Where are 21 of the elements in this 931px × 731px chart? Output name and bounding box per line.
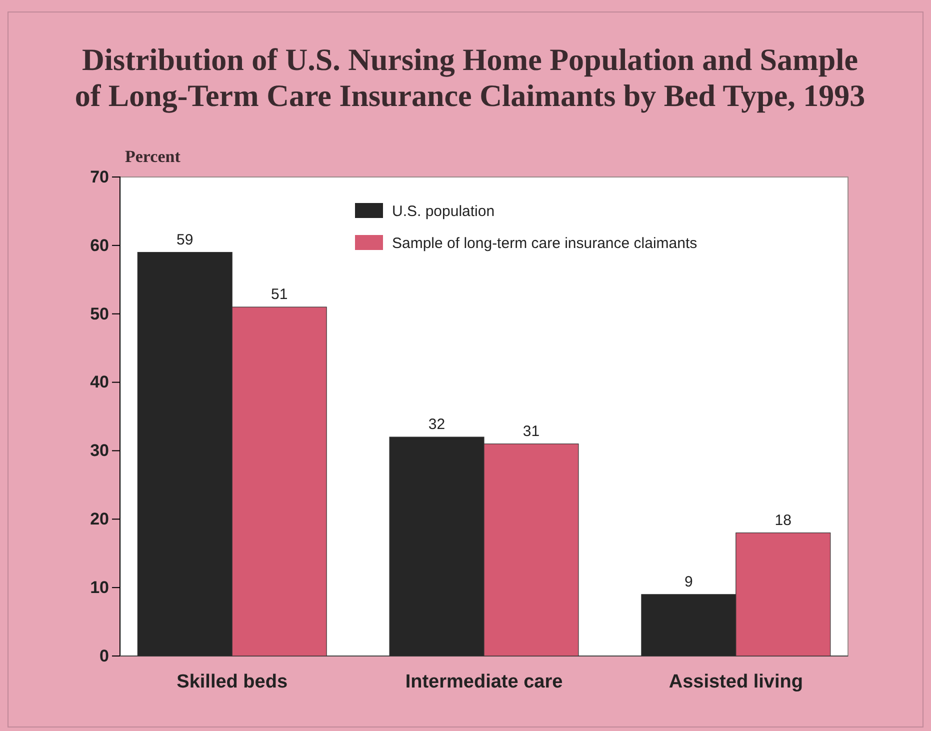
y-tick-label: 60 <box>90 236 109 255</box>
x-tick-label: Intermediate care <box>405 671 563 692</box>
y-tick-label: 50 <box>90 304 109 324</box>
data-label: 59 <box>176 231 194 248</box>
chart-title: Distribution of U.S. Nursing Home Population and Sample of Long-Term Care Insurance Claimants by Bed Type, 1993 <box>74 42 866 113</box>
data-label: 31 <box>522 422 540 440</box>
data-label: 51 <box>270 286 288 304</box>
y-axis-title: Percent <box>125 147 181 166</box>
y-tick-label: 30 <box>90 441 109 460</box>
y-tick-label: 0 <box>100 646 109 666</box>
legend-label: U.S. population <box>392 203 495 220</box>
y-tick-label: 20 <box>90 510 109 529</box>
x-tick-label: Skilled beds <box>176 671 288 692</box>
data-label: 9 <box>684 573 693 590</box>
data-label: 18 <box>774 512 792 529</box>
y-tick-label: 70 <box>90 167 109 186</box>
legend-label: Sample of long-term care insurance claimants <box>392 235 698 252</box>
y-tick-label: 40 <box>90 372 109 392</box>
x-tick-label: Assisted living <box>668 671 803 692</box>
data-label: 32 <box>428 416 446 434</box>
y-tick-label: 10 <box>90 578 109 598</box>
